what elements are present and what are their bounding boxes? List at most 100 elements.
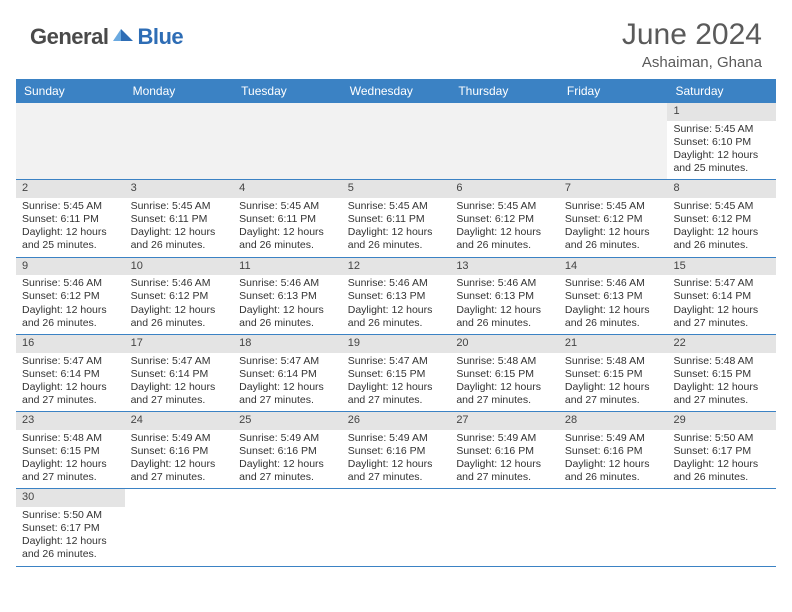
- day-number: 7: [559, 180, 668, 198]
- day-number: 5: [342, 180, 451, 198]
- day-number: 4: [233, 180, 342, 198]
- day-number: 2: [16, 180, 125, 198]
- day-number: 22: [667, 335, 776, 353]
- calendar-day: [559, 103, 668, 179]
- day-number: 8: [667, 180, 776, 198]
- calendar: SundayMondayTuesdayWednesdayThursdayFrid…: [16, 79, 776, 567]
- day-details: Sunrise: 5:45 AMSunset: 6:12 PMDaylight:…: [450, 198, 559, 257]
- calendar-day: 15Sunrise: 5:47 AMSunset: 6:14 PMDayligh…: [667, 258, 776, 334]
- day-header: Sunday: [16, 79, 125, 103]
- calendar-day: [342, 489, 451, 565]
- day-details: Sunrise: 5:49 AMSunset: 6:16 PMDaylight:…: [342, 430, 451, 489]
- day-number: 26: [342, 412, 451, 430]
- logo-text-general: General: [30, 24, 108, 50]
- calendar-day: 14Sunrise: 5:46 AMSunset: 6:13 PMDayligh…: [559, 258, 668, 334]
- day-details: Sunrise: 5:46 AMSunset: 6:13 PMDaylight:…: [342, 275, 451, 334]
- calendar-day: 24Sunrise: 5:49 AMSunset: 6:16 PMDayligh…: [125, 412, 234, 488]
- day-details: Sunrise: 5:47 AMSunset: 6:15 PMDaylight:…: [342, 353, 451, 412]
- calendar-week: 16Sunrise: 5:47 AMSunset: 6:14 PMDayligh…: [16, 335, 776, 412]
- day-details: Sunrise: 5:49 AMSunset: 6:16 PMDaylight:…: [450, 430, 559, 489]
- calendar-week: 1Sunrise: 5:45 AMSunset: 6:10 PMDaylight…: [16, 103, 776, 180]
- calendar-day: [125, 103, 234, 179]
- calendar-day: [667, 489, 776, 565]
- calendar-day: 1Sunrise: 5:45 AMSunset: 6:10 PMDaylight…: [667, 103, 776, 179]
- day-number: 28: [559, 412, 668, 430]
- calendar-day: 19Sunrise: 5:47 AMSunset: 6:15 PMDayligh…: [342, 335, 451, 411]
- calendar-day: 28Sunrise: 5:49 AMSunset: 6:16 PMDayligh…: [559, 412, 668, 488]
- header: General Blue June 2024 Ashaiman, Ghana: [0, 0, 792, 79]
- day-number: 15: [667, 258, 776, 276]
- calendar-day: 16Sunrise: 5:47 AMSunset: 6:14 PMDayligh…: [16, 335, 125, 411]
- calendar-day: 23Sunrise: 5:48 AMSunset: 6:15 PMDayligh…: [16, 412, 125, 488]
- day-header: Monday: [125, 79, 234, 103]
- day-details: Sunrise: 5:49 AMSunset: 6:16 PMDaylight:…: [233, 430, 342, 489]
- calendar-day: 27Sunrise: 5:49 AMSunset: 6:16 PMDayligh…: [450, 412, 559, 488]
- calendar-day: 10Sunrise: 5:46 AMSunset: 6:12 PMDayligh…: [125, 258, 234, 334]
- day-details: Sunrise: 5:47 AMSunset: 6:14 PMDaylight:…: [667, 275, 776, 334]
- day-details: Sunrise: 5:45 AMSunset: 6:10 PMDaylight:…: [667, 121, 776, 180]
- day-number: 12: [342, 258, 451, 276]
- calendar-day: [233, 489, 342, 565]
- calendar-day: [16, 103, 125, 179]
- day-details: Sunrise: 5:47 AMSunset: 6:14 PMDaylight:…: [16, 353, 125, 412]
- day-details: Sunrise: 5:48 AMSunset: 6:15 PMDaylight:…: [16, 430, 125, 489]
- day-header: Tuesday: [233, 79, 342, 103]
- calendar-day: 2Sunrise: 5:45 AMSunset: 6:11 PMDaylight…: [16, 180, 125, 256]
- day-number: 24: [125, 412, 234, 430]
- day-header: Friday: [559, 79, 668, 103]
- calendar-week: 30Sunrise: 5:50 AMSunset: 6:17 PMDayligh…: [16, 489, 776, 566]
- calendar-day: 6Sunrise: 5:45 AMSunset: 6:12 PMDaylight…: [450, 180, 559, 256]
- day-details: Sunrise: 5:50 AMSunset: 6:17 PMDaylight:…: [16, 507, 125, 566]
- day-details: Sunrise: 5:47 AMSunset: 6:14 PMDaylight:…: [233, 353, 342, 412]
- day-details: Sunrise: 5:48 AMSunset: 6:15 PMDaylight:…: [450, 353, 559, 412]
- calendar-header-row: SundayMondayTuesdayWednesdayThursdayFrid…: [16, 79, 776, 103]
- day-number: 19: [342, 335, 451, 353]
- calendar-day: 21Sunrise: 5:48 AMSunset: 6:15 PMDayligh…: [559, 335, 668, 411]
- calendar-day: 4Sunrise: 5:45 AMSunset: 6:11 PMDaylight…: [233, 180, 342, 256]
- calendar-day: [233, 103, 342, 179]
- day-number: 27: [450, 412, 559, 430]
- calendar-day: 9Sunrise: 5:46 AMSunset: 6:12 PMDaylight…: [16, 258, 125, 334]
- day-details: Sunrise: 5:45 AMSunset: 6:11 PMDaylight:…: [233, 198, 342, 257]
- calendar-week: 9Sunrise: 5:46 AMSunset: 6:12 PMDaylight…: [16, 258, 776, 335]
- day-details: Sunrise: 5:49 AMSunset: 6:16 PMDaylight:…: [125, 430, 234, 489]
- calendar-day: 13Sunrise: 5:46 AMSunset: 6:13 PMDayligh…: [450, 258, 559, 334]
- calendar-day: 3Sunrise: 5:45 AMSunset: 6:11 PMDaylight…: [125, 180, 234, 256]
- logo-text-blue: Blue: [137, 24, 183, 50]
- day-number: 23: [16, 412, 125, 430]
- day-details: Sunrise: 5:48 AMSunset: 6:15 PMDaylight:…: [559, 353, 668, 412]
- calendar-day: 30Sunrise: 5:50 AMSunset: 6:17 PMDayligh…: [16, 489, 125, 565]
- calendar-day: [125, 489, 234, 565]
- calendar-week: 23Sunrise: 5:48 AMSunset: 6:15 PMDayligh…: [16, 412, 776, 489]
- calendar-day: [559, 489, 668, 565]
- calendar-day: 26Sunrise: 5:49 AMSunset: 6:16 PMDayligh…: [342, 412, 451, 488]
- header-right: June 2024 Ashaiman, Ghana: [622, 18, 762, 71]
- day-details: Sunrise: 5:50 AMSunset: 6:17 PMDaylight:…: [667, 430, 776, 489]
- day-number: 13: [450, 258, 559, 276]
- day-number: 10: [125, 258, 234, 276]
- calendar-day: 25Sunrise: 5:49 AMSunset: 6:16 PMDayligh…: [233, 412, 342, 488]
- day-details: Sunrise: 5:48 AMSunset: 6:15 PMDaylight:…: [667, 353, 776, 412]
- day-details: Sunrise: 5:47 AMSunset: 6:14 PMDaylight:…: [125, 353, 234, 412]
- day-details: Sunrise: 5:45 AMSunset: 6:12 PMDaylight:…: [667, 198, 776, 257]
- day-number: 3: [125, 180, 234, 198]
- calendar-day: 22Sunrise: 5:48 AMSunset: 6:15 PMDayligh…: [667, 335, 776, 411]
- day-number: 16: [16, 335, 125, 353]
- day-number: 30: [16, 489, 125, 507]
- day-number: 1: [667, 103, 776, 121]
- day-number: 6: [450, 180, 559, 198]
- flag-icon: [112, 27, 134, 48]
- day-details: Sunrise: 5:45 AMSunset: 6:12 PMDaylight:…: [559, 198, 668, 257]
- day-header: Wednesday: [342, 79, 451, 103]
- day-number: 17: [125, 335, 234, 353]
- day-number: 18: [233, 335, 342, 353]
- day-number: 20: [450, 335, 559, 353]
- day-details: Sunrise: 5:46 AMSunset: 6:13 PMDaylight:…: [559, 275, 668, 334]
- location: Ashaiman, Ghana: [622, 54, 762, 71]
- calendar-day: 11Sunrise: 5:46 AMSunset: 6:13 PMDayligh…: [233, 258, 342, 334]
- logo: General Blue: [30, 24, 183, 50]
- day-details: Sunrise: 5:49 AMSunset: 6:16 PMDaylight:…: [559, 430, 668, 489]
- day-number: 9: [16, 258, 125, 276]
- calendar-day: 20Sunrise: 5:48 AMSunset: 6:15 PMDayligh…: [450, 335, 559, 411]
- day-number: 14: [559, 258, 668, 276]
